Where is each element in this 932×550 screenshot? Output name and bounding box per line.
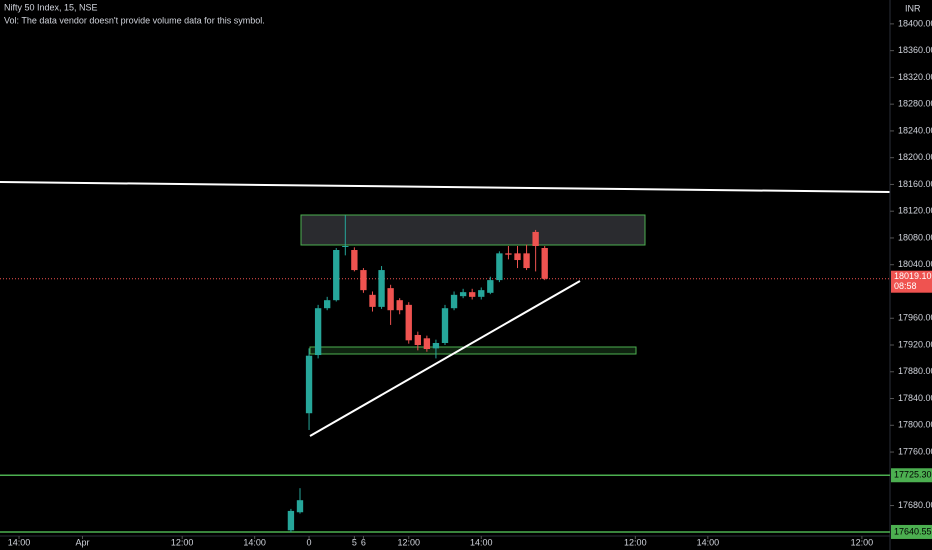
y-tick-label: 17960.00 — [898, 313, 932, 323]
candle-body — [541, 247, 548, 279]
candle-body — [414, 334, 421, 346]
y-tick-label: 17840.00 — [898, 393, 932, 403]
candle-body — [478, 290, 485, 297]
candle-body — [469, 292, 476, 297]
candle-body — [441, 308, 449, 343]
currency: INR — [905, 3, 921, 13]
candle-body — [296, 500, 304, 513]
volume-note: Vol: The data vendor doesn't provide vol… — [4, 15, 265, 25]
resistance-zone — [300, 214, 646, 246]
candle-body — [423, 338, 431, 350]
candle-body — [305, 355, 313, 414]
price-line-badge — [891, 468, 932, 483]
y-tick-label: 18160.00 — [898, 179, 932, 189]
symbol-title: Nifty 50 Index, 15, NSE — [4, 2, 98, 12]
y-tick-label: 17680.00 — [898, 500, 932, 510]
x-tick-label: Apr — [75, 537, 89, 547]
last-price-badge — [891, 270, 932, 293]
y-tick-label: 18280.00 — [898, 99, 932, 109]
y-tick-label: 18080.00 — [898, 232, 932, 242]
x-tick-label: 12:00 — [171, 537, 194, 547]
price-line-label: 17640.55 — [894, 526, 932, 536]
x-tick-label: 14:00 — [470, 537, 493, 547]
last-price-label: 18019.10 — [894, 271, 932, 281]
candle-body — [450, 294, 458, 309]
bar-countdown: 08:58 — [894, 281, 917, 291]
x-tick-label: 14:00 — [697, 537, 720, 547]
y-tick-label: 18040.00 — [898, 259, 932, 269]
candle-body — [378, 270, 385, 307]
price-line-label: 17725.30 — [894, 470, 932, 480]
candle-body — [514, 253, 521, 261]
x-tick-label: 14:00 — [8, 537, 31, 547]
candle-body — [405, 304, 412, 341]
candle-body — [496, 253, 503, 281]
x-tick-label: 12:00 — [851, 537, 874, 547]
candle-body — [314, 308, 322, 356]
y-tick-label: 18360.00 — [898, 45, 932, 55]
x-tick-label: 5 — [352, 537, 357, 547]
candle-body — [369, 294, 376, 307]
y-tick-label: 17760.00 — [898, 446, 932, 456]
price-line-badge — [891, 524, 932, 539]
candle-body — [459, 292, 467, 297]
y-tick-label: 18320.00 — [898, 72, 932, 82]
y-tick-label: 17800.00 — [898, 420, 932, 430]
candle-body — [523, 253, 530, 269]
candle-body — [342, 245, 349, 247]
y-tick-label: 18400.00 — [898, 18, 932, 28]
candle-body — [432, 342, 440, 349]
candle-body — [360, 270, 367, 291]
x-tick-label: 14:00 — [243, 537, 266, 547]
trend-line — [309, 280, 581, 437]
x-tick-label: 0 — [307, 537, 312, 547]
candle-body — [487, 280, 494, 293]
candle-body — [505, 253, 512, 255]
x-tick-label: 6 — [361, 537, 366, 547]
trend-line — [0, 181, 891, 193]
y-tick-label: 18240.00 — [898, 125, 932, 135]
candle-body — [324, 300, 331, 309]
candle-body — [532, 231, 539, 246]
x-tick-label: 12:00 — [624, 537, 647, 547]
support-zone — [309, 346, 637, 355]
y-tick-label: 17880.00 — [898, 366, 932, 376]
x-tick-label: 12:00 — [397, 537, 420, 547]
candle-body — [387, 288, 394, 311]
y-tick-label: 18200.00 — [898, 152, 932, 162]
y-tick-label: 17920.00 — [898, 339, 932, 349]
candle-body — [287, 510, 295, 531]
candle-body — [333, 250, 340, 301]
y-tick-label: 18120.00 — [898, 206, 932, 216]
candle-body — [396, 300, 403, 311]
candle-body — [351, 250, 358, 271]
